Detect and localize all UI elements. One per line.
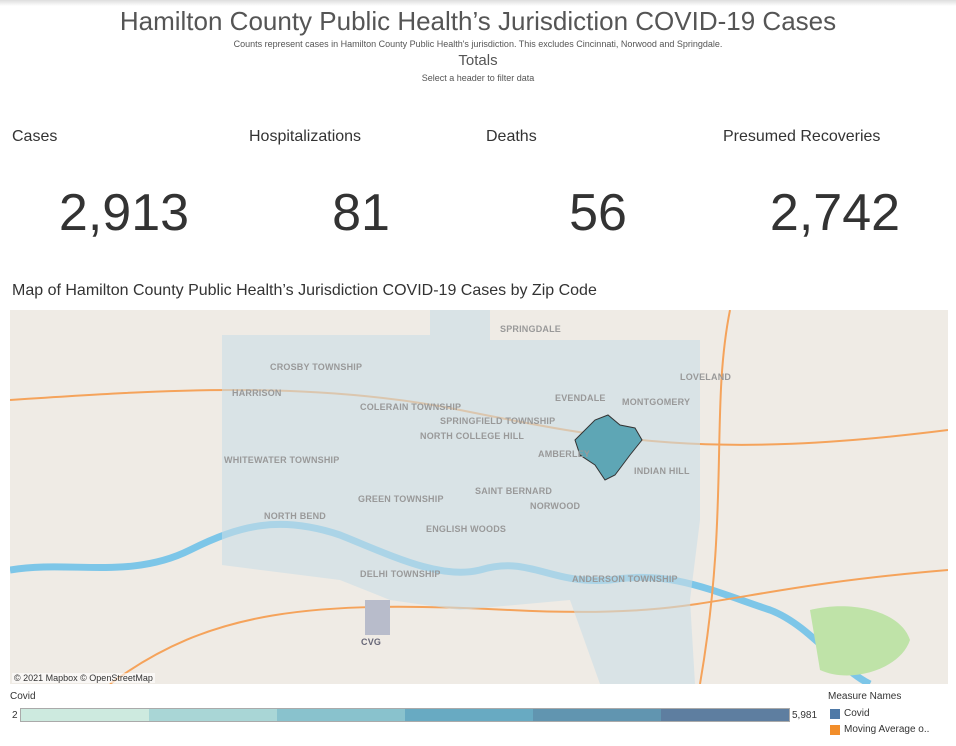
map-label: COLERAIN TOWNSHIP (360, 402, 462, 412)
map-label: EVENDALE (555, 393, 606, 403)
map-base (10, 310, 948, 684)
map-label: NORTH COLLEGE HILL (420, 431, 525, 441)
airport-area (365, 600, 390, 635)
highway (109, 569, 948, 684)
kpi-cases-header[interactable]: Cases (12, 128, 58, 145)
map-label: NORTH BEND (264, 511, 326, 521)
map-label: SAINT BERNARD (475, 486, 553, 496)
measure-covid[interactable]: Covid (830, 708, 870, 719)
legend-max: 5,981 (792, 710, 818, 721)
swatch-icon (830, 724, 840, 735)
kpi-deaths-value: 56 (569, 184, 627, 242)
measure-label: Covid (844, 708, 870, 719)
map-label: CROSBY TOWNSHIP (270, 362, 363, 372)
map-label: LOVELAND (680, 372, 732, 382)
filter-hint: Select a header to filter data (421, 73, 535, 83)
page-title: Hamilton County Public Health’s Jurisdic… (119, 6, 837, 36)
map-label: SPRINGFIELD TOWNSHIP (440, 416, 556, 426)
ramp-step (21, 709, 149, 721)
measure-moving-average[interactable]: Moving Average o.. (830, 724, 929, 735)
swatch-icon (830, 708, 840, 719)
map-label: NORWOOD (530, 501, 581, 511)
measure-label: Moving Average o.. (844, 724, 930, 735)
map-label: WHITEWATER TOWNSHIP (224, 455, 340, 465)
map-label: MONTGOMERY (622, 397, 691, 407)
kpi-deaths-header[interactable]: Deaths (486, 128, 537, 145)
airport-label: CVG (361, 637, 382, 647)
jurisdiction-area (222, 310, 700, 684)
legend-title: Covid (10, 691, 36, 702)
ramp-step (405, 709, 533, 721)
map-title: Map of Hamilton County Public Health’s J… (12, 282, 597, 299)
color-ramp-legend (20, 708, 790, 722)
map-label: AMBERLEY (538, 449, 591, 459)
ramp-step (277, 709, 405, 721)
kpi-hospitalizations-value: 81 (332, 184, 390, 242)
map-label: GREEN TOWNSHIP (358, 494, 444, 504)
top-shadow (0, 0, 956, 6)
kpi-cases-value: 2,913 (58, 184, 190, 242)
zip-code-map[interactable]: SPRINGDALE CROSBY TOWNSHIP LOVELAND HARR… (10, 310, 948, 684)
ramp-step (533, 709, 661, 721)
ramp-step (149, 709, 277, 721)
kpi-hospitalizations-header[interactable]: Hospitalizations (249, 128, 362, 145)
selected-zip-polygon[interactable] (574, 414, 643, 481)
kpi-recoveries-header[interactable]: Presumed Recoveries (723, 128, 881, 145)
map-credit[interactable]: © 2021 Mapbox © OpenStreetMap (12, 673, 155, 683)
legend-min: 2 (12, 710, 18, 721)
map-label: DELHI TOWNSHIP (360, 569, 441, 579)
map-label: ENGLISH WOODS (426, 524, 507, 534)
page-subtitle: Counts represent cases in Hamilton Count… (233, 39, 723, 49)
highway (699, 310, 731, 684)
map-label: SPRINGDALE (500, 324, 562, 334)
map-label: INDIAN HILL (634, 466, 690, 476)
kpi-recoveries-value: 2,742 (769, 184, 901, 242)
map-label: ANDERSON TOWNSHIP (572, 574, 678, 584)
ramp-step (661, 709, 789, 721)
totals-heading: Totals (458, 52, 498, 69)
measure-names-title: Measure Names (828, 691, 902, 702)
park-area (810, 606, 910, 676)
map-label: HARRISON (232, 388, 282, 398)
